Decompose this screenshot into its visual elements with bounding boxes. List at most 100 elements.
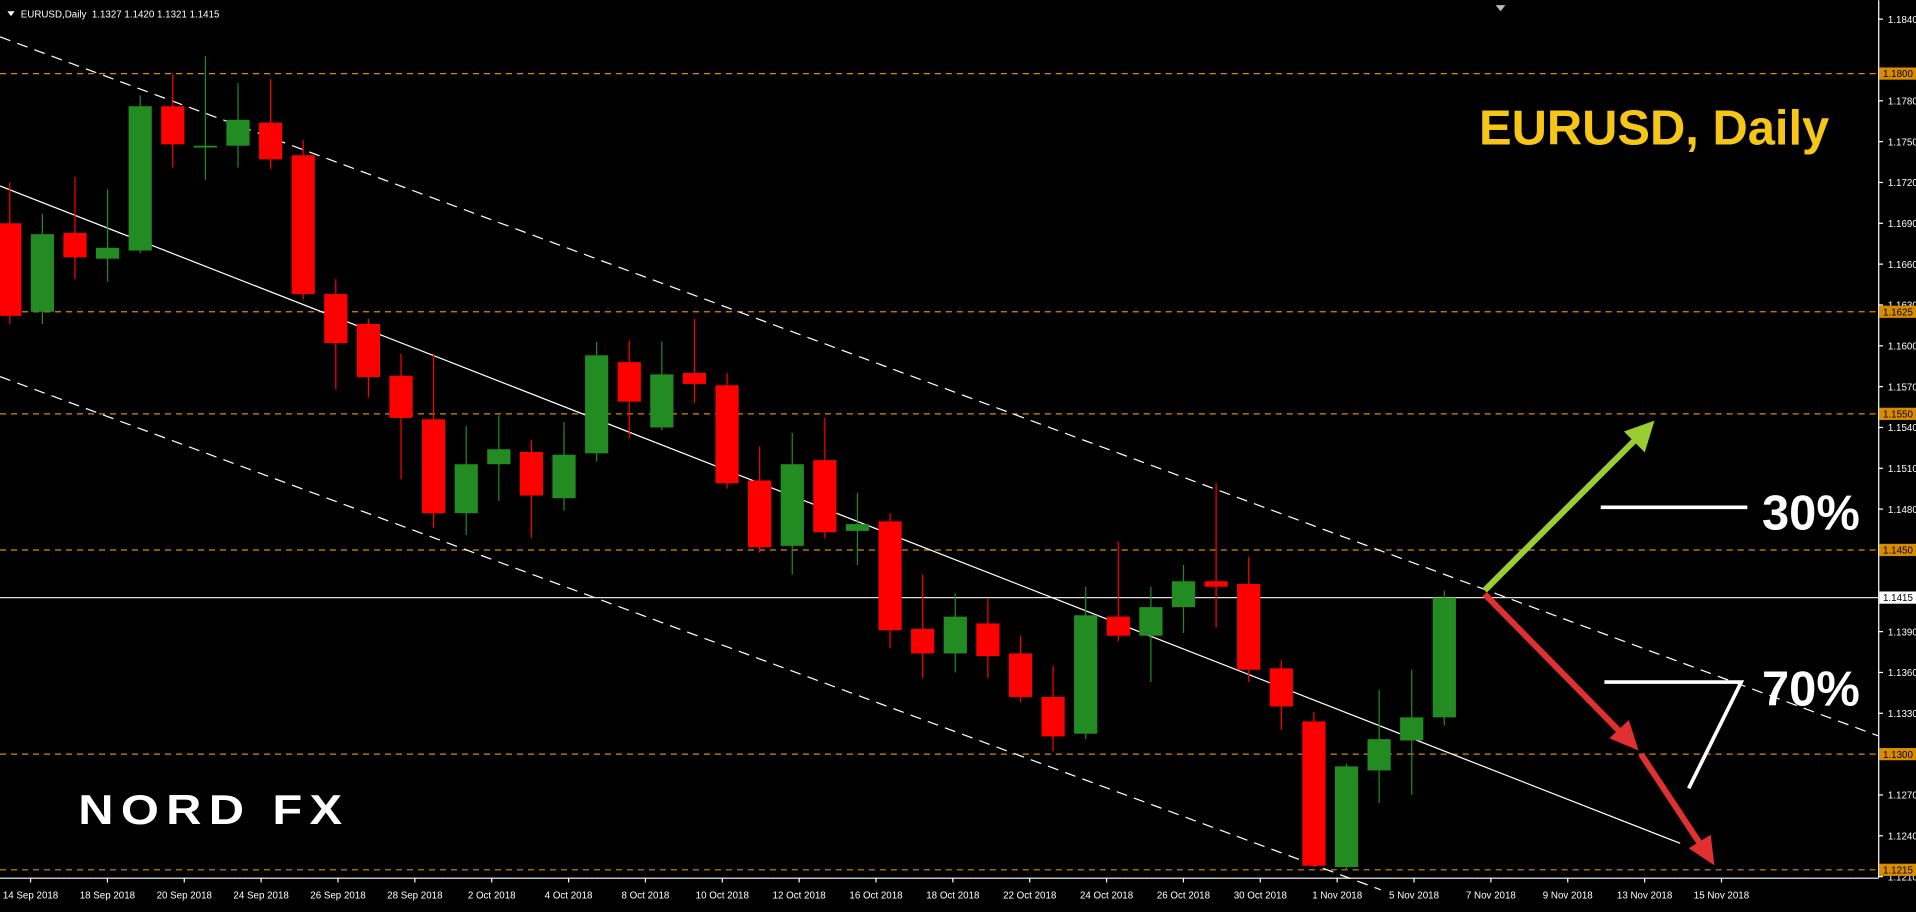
- x-tick-label: 20 Sep 2018: [157, 890, 212, 901]
- candle-body: [389, 375, 413, 418]
- y-tick-label: 1.1570: [1888, 382, 1916, 393]
- y-tick-label: 1.1780: [1888, 96, 1916, 107]
- annotation: 70%: [1762, 662, 1860, 716]
- level-label: 1.1800: [1883, 69, 1913, 80]
- arrow-up: [1482, 431, 1644, 593]
- channel-lower: [0, 376, 1382, 891]
- x-tick-label: 10 Oct 2018: [696, 890, 749, 901]
- candle-body: [1400, 717, 1424, 741]
- x-tick-label: 26 Sep 2018: [310, 890, 365, 901]
- candle-body: [878, 521, 902, 631]
- arrows: [1482, 420, 1748, 866]
- y-tick-label: 1.1540: [1888, 423, 1916, 434]
- y-tick-label: 1.1510: [1888, 464, 1916, 475]
- candle-body: [585, 355, 609, 454]
- candle-body: [1008, 653, 1033, 697]
- x-tick-label: 2 Oct 2018: [468, 890, 516, 901]
- channel-upper: [0, 36, 1879, 737]
- candle-body: [1171, 581, 1196, 608]
- candle-body: [943, 616, 967, 654]
- x-tick-label: 1 Nov 2018: [1312, 890, 1362, 901]
- y-tick-label: 1.1210: [1888, 872, 1916, 883]
- candle-body: [845, 524, 870, 531]
- candle-body: [422, 419, 446, 514]
- arrow-down-2: [1638, 752, 1708, 853]
- y-tick-label: 1.1360: [1888, 668, 1916, 679]
- axes: 1.1840 1.1780 1.1750 1.1720 1.1690 1.1660 1.16…: [3, 15, 1916, 901]
- candle-body: [911, 628, 935, 654]
- price-label: 1.1415: [1883, 593, 1913, 604]
- y-tick-label: 1.1600: [1888, 341, 1916, 352]
- x-tick-label: 24 Sep 2018: [233, 890, 288, 901]
- level-tag: [1879, 748, 1916, 761]
- candle-body: [748, 480, 772, 548]
- candle-body: [356, 324, 381, 378]
- x-tick-label: 16 Oct 2018: [849, 890, 902, 901]
- y-tick-label: 1.1750: [1888, 137, 1916, 148]
- levels: [0, 72, 1879, 871]
- x-tick-label: 15 Nov 2018: [1694, 890, 1749, 901]
- candle-body: [161, 106, 185, 145]
- x-tick-label: 5 Nov 2018: [1389, 890, 1439, 901]
- arrow-up-head: [1623, 420, 1655, 453]
- level-tag: [1879, 863, 1916, 876]
- candle-body: [226, 119, 250, 146]
- candle-body: [780, 464, 804, 546]
- candle-body: [715, 385, 739, 484]
- level-label: 1.1550: [1883, 410, 1913, 421]
- x-tick-label: 14 Sep 2018: [3, 890, 58, 901]
- x-tick-label: 8 Oct 2018: [622, 890, 670, 901]
- x-tick-label: 24 Oct 2018: [1080, 890, 1133, 901]
- x-tick-label: 18 Sep 2018: [80, 890, 135, 901]
- x-tick-label: 13 Nov 2018: [1617, 890, 1672, 901]
- y-tick-label: 1.1270: [1888, 791, 1916, 802]
- y-tick-label: 1.1240: [1888, 831, 1916, 842]
- arrow-down: [1482, 591, 1628, 740]
- candle-body: [0, 223, 22, 316]
- x-tick-label: 12 Oct 2018: [773, 890, 826, 901]
- level-tag: [1879, 543, 1916, 557]
- x-tick-label: 22 Oct 2018: [1003, 890, 1056, 901]
- level-label: 1.1215: [1883, 865, 1913, 876]
- candle-body: [487, 449, 511, 465]
- candle-body: [193, 145, 218, 148]
- level-label: 1.1450: [1883, 546, 1913, 557]
- annotation: 30%: [1762, 486, 1860, 540]
- candle-body: [1139, 607, 1163, 636]
- candle-body: [813, 460, 837, 533]
- symbol-info: EURUSD,Daily 1.1327 1.1420 1.1321 1.1415: [21, 9, 220, 20]
- candle-body: [1106, 616, 1130, 636]
- candle-body: [1204, 581, 1228, 587]
- candle-body: [454, 464, 478, 514]
- x-tick-label: 9 Nov 2018: [1543, 890, 1593, 901]
- candle-body: [324, 294, 348, 344]
- level-tag: [1879, 407, 1916, 420]
- level-tag: [1879, 305, 1916, 318]
- candle-body: [258, 122, 283, 160]
- y-tick-label: 1.1480: [1888, 505, 1916, 516]
- arrow-down-2-head: [1688, 834, 1715, 866]
- x-tick-label: 30 Oct 2018: [1234, 890, 1287, 901]
- level-label: 1.1625: [1883, 307, 1913, 318]
- candles: [0, 55, 1456, 870]
- candle-body: [291, 155, 315, 295]
- candle-body: [30, 234, 54, 312]
- y-tick-label: 1.1840: [1888, 15, 1916, 26]
- candle-body: [552, 454, 576, 499]
- candle-body: [1302, 721, 1326, 866]
- chart-title: EURUSD, Daily: [1479, 101, 1829, 155]
- candle-body: [682, 373, 707, 384]
- candle-body: [1367, 739, 1391, 771]
- candle-body: [519, 451, 544, 496]
- price-tag: [1879, 591, 1916, 604]
- x-tick-label: 26 Oct 2018: [1157, 890, 1210, 901]
- x-tick-label: 4 Oct 2018: [545, 890, 593, 901]
- candle-body: [1074, 615, 1098, 734]
- logo: NORD FX: [78, 786, 349, 833]
- candle-body: [617, 362, 641, 402]
- level-tag: [1879, 67, 1916, 80]
- candle-body: [650, 374, 674, 428]
- y-tick-label: 1.1720: [1888, 178, 1916, 189]
- y-tick-label: 1.1660: [1888, 260, 1916, 271]
